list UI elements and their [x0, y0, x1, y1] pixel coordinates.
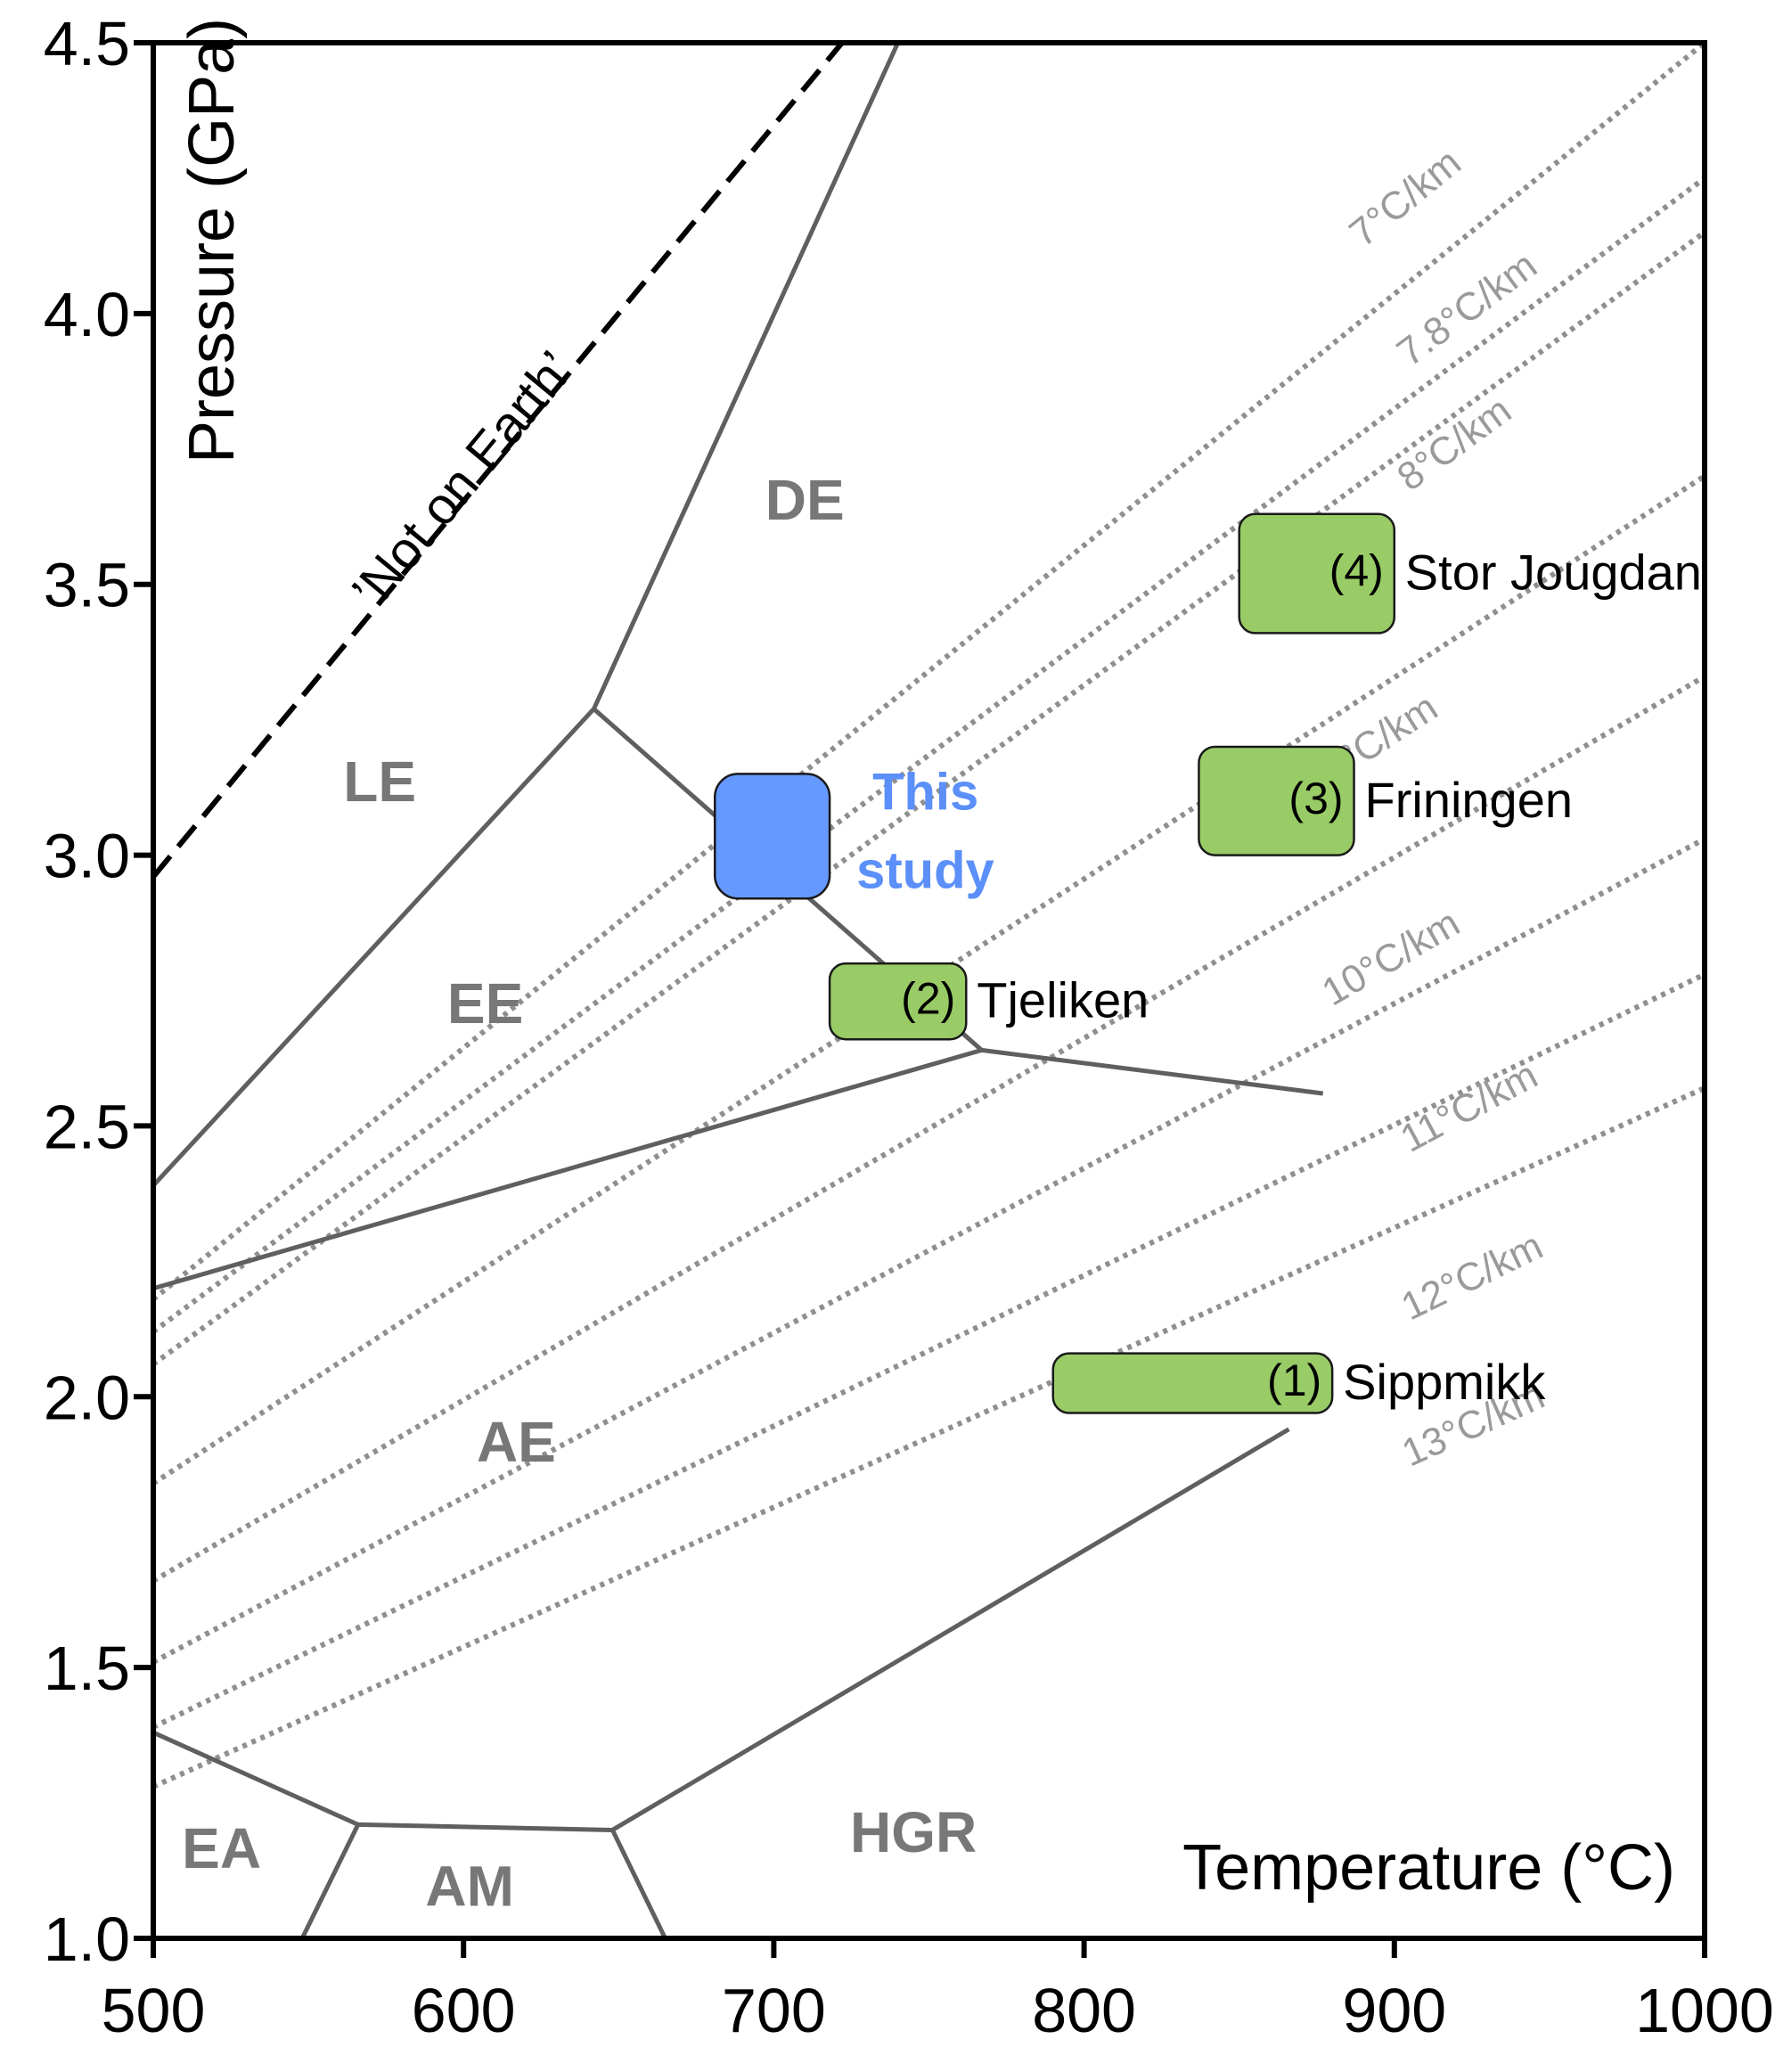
y-tick-label: 3.0 — [44, 822, 130, 891]
sample-number: (3) — [1288, 774, 1343, 823]
sample-box — [828, 962, 968, 1041]
not-on-earth-dashed-line — [151, 41, 845, 879]
y-tick-label: 3.5 — [44, 551, 130, 620]
geotherm-line — [153, 971, 1705, 1730]
geotherm-label: 12°C/km — [1395, 1224, 1550, 1329]
field-labels: DE LE EE AE EA AM HGR — [182, 468, 977, 1919]
this-study-label: This — [872, 763, 978, 821]
y-tick-label: 4.0 — [44, 280, 130, 349]
sample-box — [1238, 512, 1396, 635]
x-tick-label: 900 — [1342, 1976, 1446, 2045]
x-tick-label: 600 — [412, 1976, 516, 2045]
y-tick-label: 4.5 — [44, 9, 130, 78]
sample-boxes: (1) Sippmikk (2) Tjeliken (3) Friningen (4) Sto… — [713, 512, 1702, 1414]
x-tick-label: 800 — [1032, 1976, 1136, 2045]
y-tick-label: 1.5 — [44, 1634, 130, 1703]
axis-ticks: 500 600 700 800 900 1000 1.0 1.5 2.0 2.5 3.0 3.5 4.0… — [44, 9, 1774, 2045]
sample-name: Friningen — [1365, 772, 1573, 828]
sample-number: (4) — [1329, 546, 1384, 596]
geotherm-line — [153, 836, 1705, 1665]
x-tick-label: 1000 — [1635, 1976, 1774, 2045]
this-study-label: study — [856, 841, 994, 899]
sample-name: Sippmikk — [1343, 1354, 1546, 1410]
not-on-earth-label: ’Not on Earth’ — [341, 340, 585, 618]
y-tick-label: 2.0 — [44, 1363, 130, 1432]
plot-frame — [151, 40, 1707, 1941]
sample-name: Stor Jougdan — [1405, 545, 1702, 601]
x-tick-label: 700 — [722, 1976, 826, 2045]
axis-titles: Pressure (GPa) Temperature (°C) — [176, 18, 1675, 1904]
geotherm-label: 8°C/km — [1389, 389, 1519, 500]
sample-box — [1198, 745, 1355, 856]
this-study-box — [713, 773, 831, 900]
x-axis-title: Temperature (°C) — [1182, 1832, 1675, 1904]
geotherm-line — [153, 230, 1705, 1367]
y-tick-label: 2.5 — [44, 1092, 130, 1161]
geotherm-label: 7°C/km — [1341, 141, 1468, 256]
x-tick-label: 500 — [102, 1976, 206, 2045]
field-boundary-line — [611, 1427, 1290, 1832]
field-boundary-line — [151, 41, 900, 1187]
y-axis-title: Pressure (GPa) — [176, 18, 248, 463]
field-label: EE — [447, 971, 523, 1036]
field-label: AE — [477, 1410, 556, 1474]
plot-frame-rect — [151, 40, 1707, 1941]
sample-name: Tjeliken — [977, 972, 1149, 1028]
field-label: EA — [182, 1816, 261, 1880]
field-boundary-line — [152, 1047, 983, 1291]
sample-box — [1051, 1352, 1334, 1414]
field-label: LE — [343, 749, 416, 814]
geotherm-label: 11°C/km — [1394, 1053, 1545, 1161]
sample-number: (1) — [1267, 1355, 1321, 1405]
field-label: AM — [425, 1855, 514, 1919]
geotherm-label: 10°C/km — [1315, 901, 1468, 1015]
geotherm-line — [153, 176, 1705, 1334]
field-label: DE — [765, 468, 845, 532]
y-tick-label: 1.0 — [44, 1904, 130, 1974]
sample-number: (2) — [901, 974, 955, 1024]
field-label: HGR — [850, 1800, 977, 1864]
not-on-earth-line: ’Not on Earth’ — [151, 41, 845, 879]
